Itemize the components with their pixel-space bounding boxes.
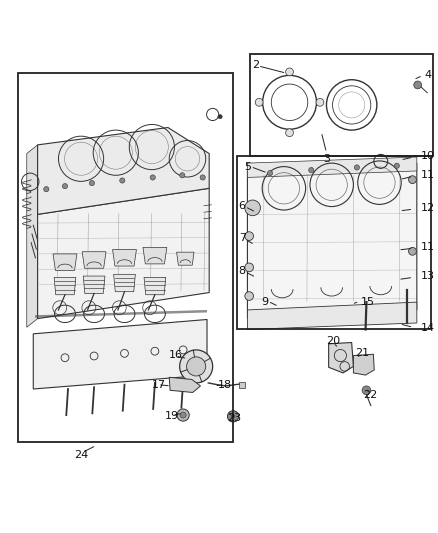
Text: 4: 4 (423, 70, 431, 80)
Circle shape (254, 99, 262, 106)
Circle shape (413, 81, 420, 89)
Polygon shape (176, 252, 194, 265)
Circle shape (285, 68, 293, 76)
Circle shape (179, 350, 212, 383)
Circle shape (230, 414, 235, 419)
Polygon shape (112, 249, 136, 266)
Text: 23: 23 (227, 413, 241, 423)
Text: 17: 17 (152, 379, 166, 390)
Text: 8: 8 (238, 266, 245, 276)
Polygon shape (169, 377, 200, 392)
Circle shape (285, 129, 293, 136)
Bar (250, 54, 432, 156)
Polygon shape (83, 276, 105, 294)
Polygon shape (38, 127, 209, 214)
Text: 18: 18 (217, 379, 231, 390)
Circle shape (120, 178, 125, 183)
Circle shape (217, 115, 222, 119)
Text: 14: 14 (420, 323, 434, 333)
Circle shape (62, 183, 67, 189)
Text: 5: 5 (244, 161, 251, 172)
Text: 19: 19 (165, 411, 179, 422)
Polygon shape (33, 319, 207, 389)
Circle shape (179, 173, 184, 178)
Text: 22: 22 (363, 390, 377, 400)
Circle shape (361, 386, 370, 394)
Circle shape (308, 167, 313, 173)
Polygon shape (27, 145, 38, 327)
Text: 16: 16 (169, 350, 183, 360)
Polygon shape (113, 274, 135, 292)
Text: 12: 12 (420, 203, 434, 213)
Circle shape (244, 200, 260, 216)
Text: 7: 7 (238, 233, 245, 243)
Circle shape (353, 165, 359, 170)
Text: 15: 15 (360, 297, 374, 307)
Bar (237, 156, 430, 329)
Text: 13: 13 (420, 271, 434, 281)
Text: 10: 10 (420, 151, 434, 161)
Polygon shape (144, 277, 166, 295)
Circle shape (315, 99, 323, 106)
Circle shape (408, 247, 415, 255)
Text: 9: 9 (261, 297, 268, 307)
Text: 6: 6 (238, 201, 245, 211)
Circle shape (200, 175, 205, 180)
Text: 20: 20 (326, 336, 340, 346)
Text: 24: 24 (74, 450, 88, 461)
Circle shape (244, 292, 253, 301)
Text: 21: 21 (354, 348, 368, 358)
Polygon shape (53, 254, 77, 270)
Polygon shape (353, 354, 374, 375)
Polygon shape (247, 163, 416, 318)
Bar (18, 73, 233, 442)
Circle shape (89, 181, 94, 185)
Circle shape (408, 176, 415, 183)
Circle shape (267, 171, 272, 176)
Polygon shape (247, 302, 416, 329)
Polygon shape (54, 277, 76, 295)
Circle shape (227, 411, 238, 422)
Polygon shape (143, 247, 166, 264)
Polygon shape (238, 382, 244, 388)
Polygon shape (247, 157, 416, 177)
Circle shape (44, 187, 49, 192)
Text: 3: 3 (322, 155, 329, 165)
Circle shape (244, 263, 253, 272)
Circle shape (186, 357, 205, 376)
Text: 11: 11 (420, 170, 434, 180)
Text: 2: 2 (251, 60, 258, 69)
Polygon shape (38, 188, 209, 319)
Circle shape (177, 409, 189, 421)
Circle shape (180, 412, 186, 418)
Polygon shape (82, 252, 106, 268)
Polygon shape (328, 343, 353, 373)
Text: 11: 11 (420, 242, 434, 252)
Circle shape (393, 163, 399, 168)
Circle shape (150, 175, 155, 180)
Circle shape (244, 232, 253, 240)
